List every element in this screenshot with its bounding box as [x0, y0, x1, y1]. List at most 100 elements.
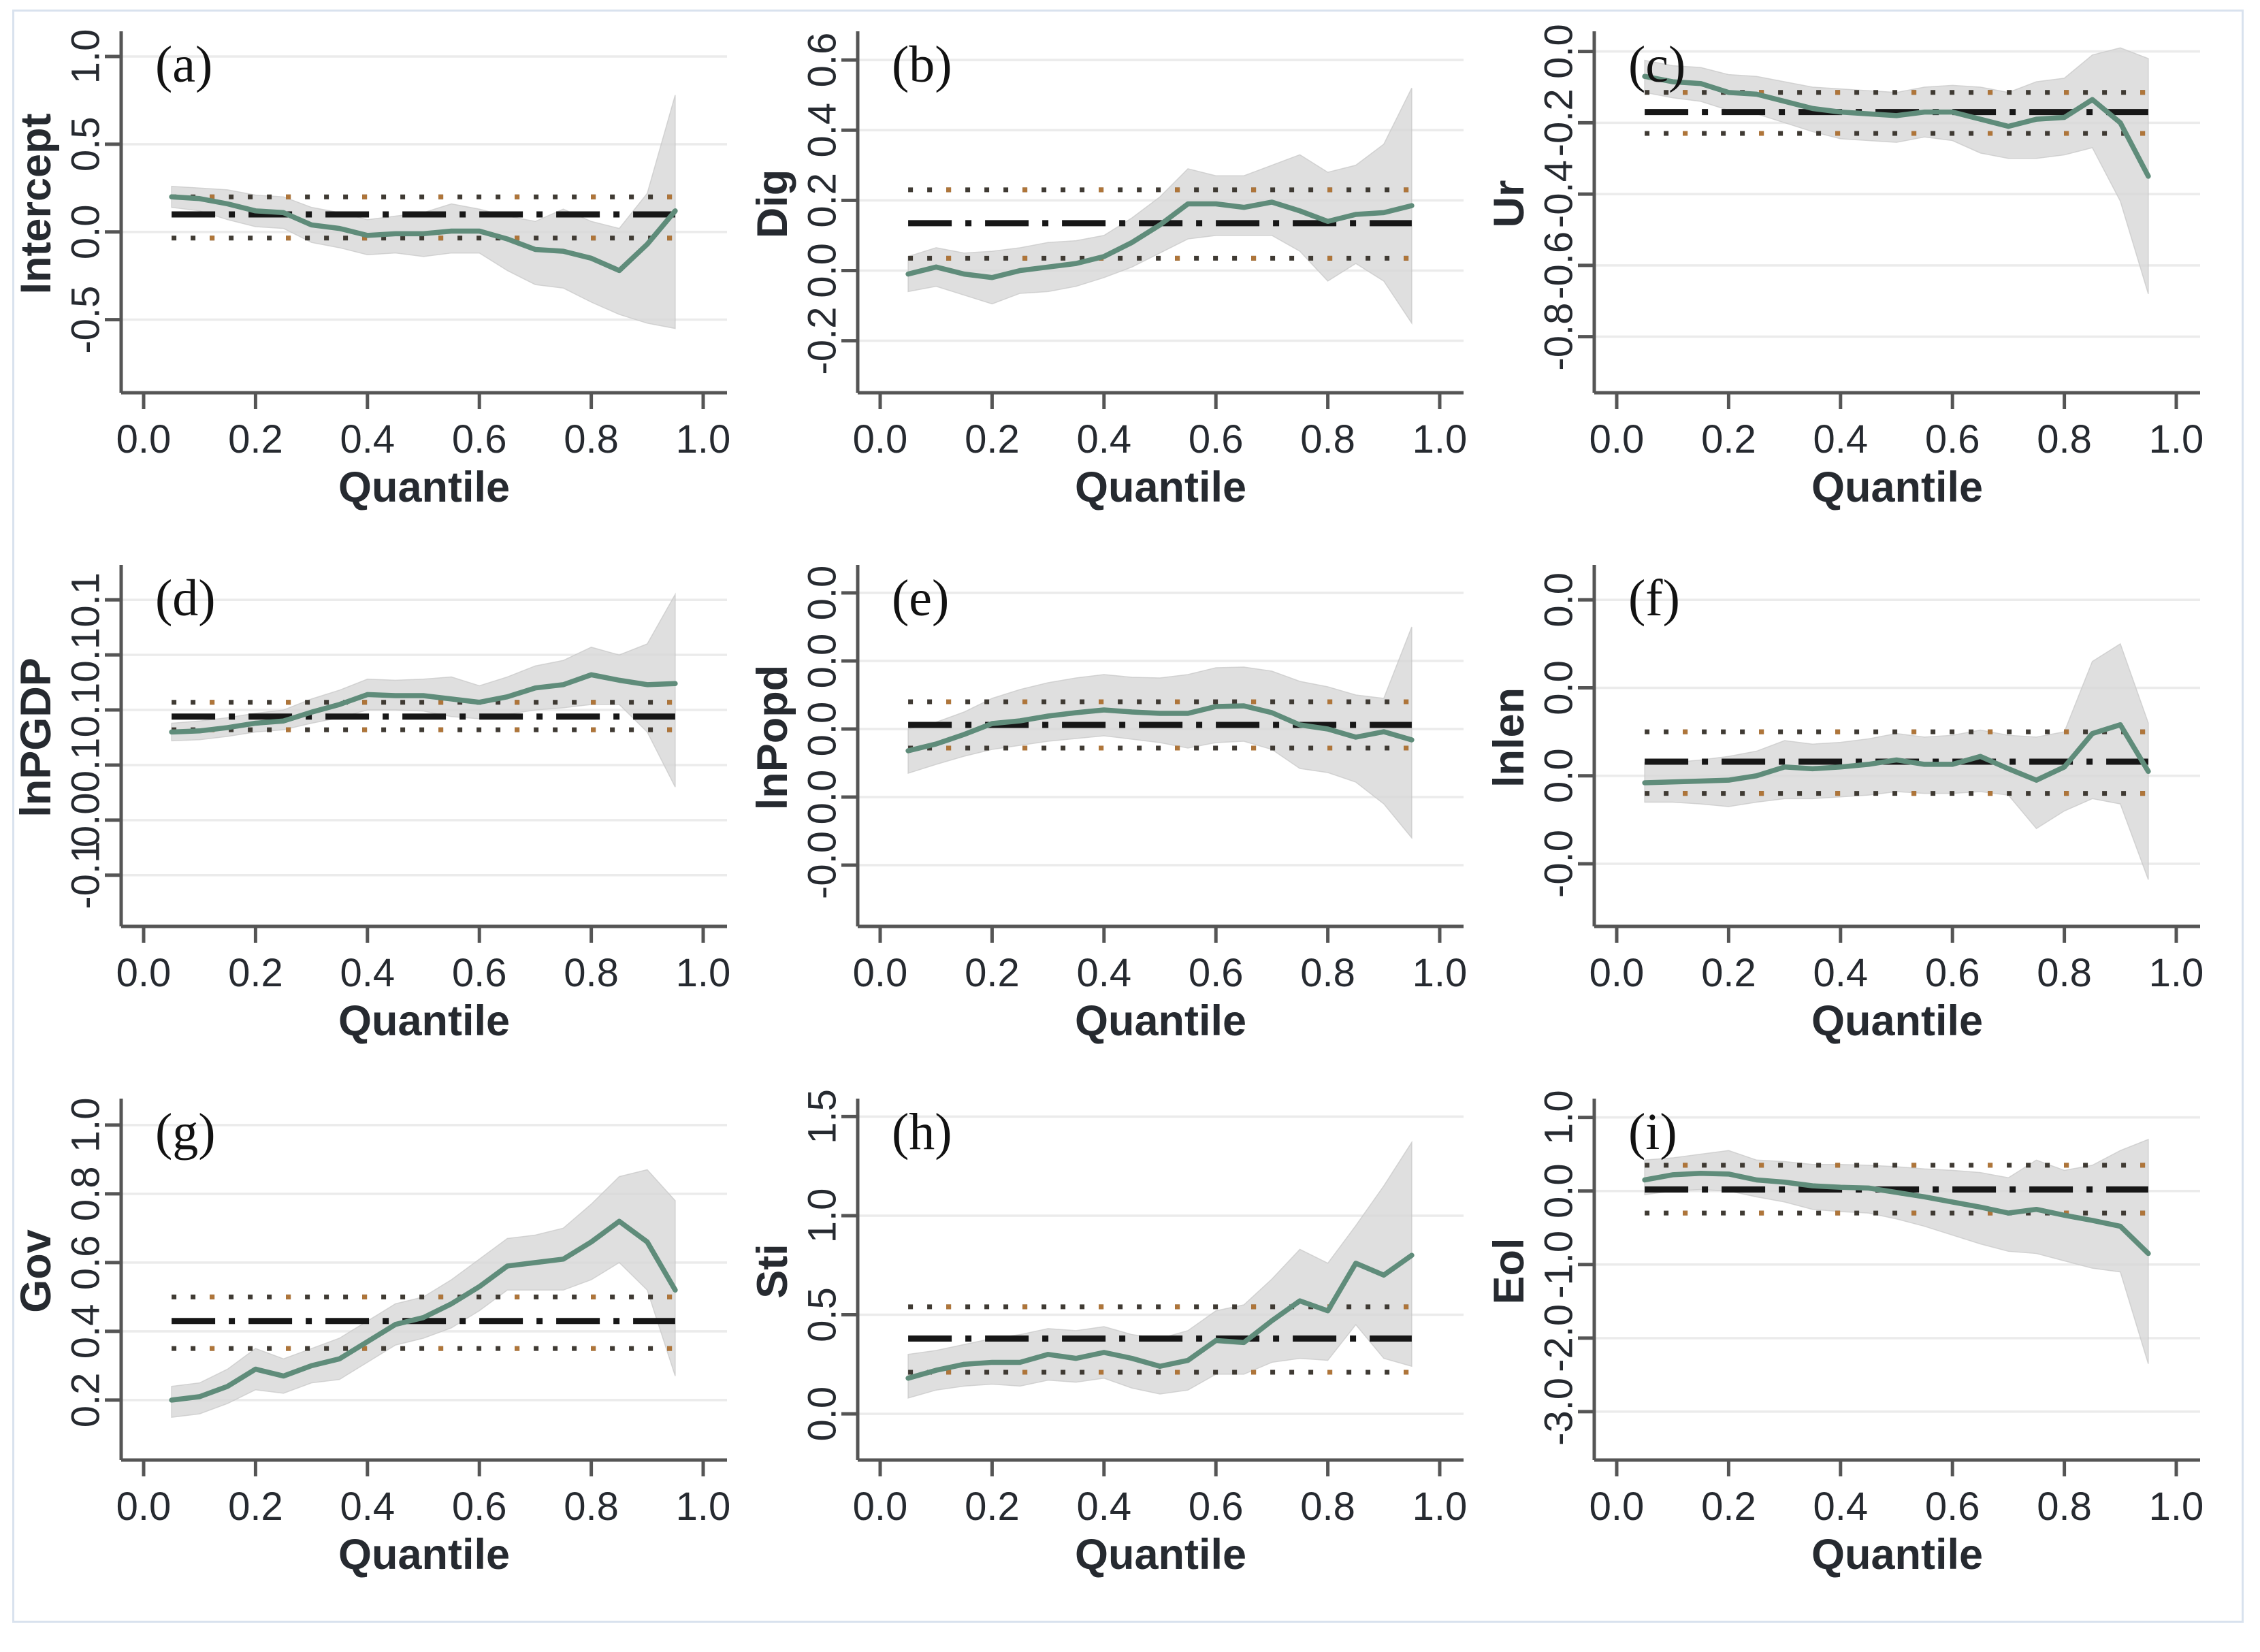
x-tick-label: 0.8	[564, 1485, 619, 1529]
x-tick-label: 1.0	[2149, 417, 2204, 461]
panel-grid: 1.0 0.5 0.0 -0.5 0.0 0.2 0.4 0.6 0.8 1.0 Intercept…	[19, 1, 2229, 1602]
y-tick-label: 0.8	[63, 1167, 108, 1222]
panel-Gov: 1.0 0.8 0.6 0.4 0.2 0.0 0.2 0.4 0.6 0.8 1.0 Gov Quan…	[19, 1098, 731, 1578]
x-tick-label: 0.0	[853, 417, 908, 461]
y-tick-label: -0.6	[1536, 231, 1581, 299]
panel-Dig: 0.60.40.20.0-0.20.0 0.2 0.4 0.6 0.8 1.0DigQua…	[756, 31, 1468, 511]
x-tick-label: 0.2	[228, 1485, 283, 1529]
quantile-estimate-line	[169, 672, 678, 735]
confidence-band	[1644, 47, 2149, 294]
x-axis-title: Quantile	[1811, 997, 1983, 1045]
y-tick-label: 0.1	[63, 572, 108, 628]
y-axis-title: Ur	[1492, 180, 1533, 227]
x-tick-label: 0.4	[340, 951, 395, 995]
x-tick-label: 0.4	[1813, 1485, 1868, 1529]
y-tick-label: -0.1	[63, 841, 108, 909]
y-tick-label: 0.0	[800, 1387, 844, 1442]
x-tick-label: 0.2	[1701, 417, 1756, 461]
x-tick-label: 1.0	[1412, 417, 1468, 461]
y-tick-label: -0.2	[800, 307, 844, 375]
y-tick-label: 0.5	[800, 1287, 844, 1342]
chart-panel-g: 1.0 0.8 0.6 0.4 0.2 0.0 0.2 0.4 0.6 0.8 1.0 Gov Quan…	[19, 1069, 756, 1602]
quantile-estimate-line	[905, 703, 1415, 754]
x-tick-label: 0.2	[1701, 1485, 1756, 1529]
x-axis-title: Quantile	[1075, 997, 1246, 1045]
x-tick-label: 0.2	[965, 417, 1020, 461]
y-tick-label: 0.1	[63, 683, 108, 738]
x-axis-title: Quantile	[1811, 1531, 1983, 1578]
quantile-estimate-line	[1642, 722, 2151, 785]
x-tick-label: 0.0	[1589, 1485, 1645, 1529]
chart-panel-e: 0.0 0.0 0.0 0.0 -0.0 0.0 0.2 0.4 0.6 0.8 1.0 lnPopd…	[756, 535, 1492, 1069]
panel-Ur: 0.0 -0.2-0.4-0.6-0.8 0.0 0.2 0.4 0.6 0.8 1.0 Ur Q…	[1492, 24, 2204, 511]
y-tick-label: 1.0	[63, 29, 108, 84]
x-tick-label: 1.0	[1412, 1485, 1468, 1529]
x-tick-label: 0.8	[1300, 951, 1355, 995]
chart-panel-i: 1.0 0.0 -1.0 -2.0 -3.0 0.0 0.2 0.4 0.6 0.8 1.0 Eol Q…	[1492, 1069, 2229, 1602]
y-tick-label: 0.0	[800, 770, 844, 825]
x-tick-label: 1.0	[676, 417, 731, 461]
y-tick-label: -0.0	[1536, 830, 1581, 898]
y-tick-label: 0.0	[800, 702, 844, 757]
x-tick-label: 0.8	[2037, 951, 2092, 995]
x-tick-label: 0.6	[452, 417, 507, 461]
x-tick-label: 0.0	[853, 1485, 908, 1529]
x-tick-label: 0.0	[116, 951, 172, 995]
y-tick-label: 0.0	[1536, 24, 1581, 79]
panel-label: (e)	[892, 570, 949, 627]
x-tick-label: 1.0	[676, 1485, 731, 1529]
x-tick-label: 0.8	[1300, 1485, 1355, 1529]
y-tick-label: 0.2	[800, 173, 844, 228]
y-tick-label: 0.0	[1536, 748, 1581, 803]
x-tick-label: 0.8	[2037, 1485, 2092, 1529]
x-tick-label: 0.6	[1189, 1485, 1244, 1529]
x-axis-title: Quantile	[1075, 1531, 1246, 1578]
x-tick-label: 0.6	[1189, 951, 1244, 995]
panel-lnlen: 0.0 0.0 0.0 -0.0 0.0 0.2 0.4 0.6 0.8 1.0 lnlen Quan…	[1492, 565, 2204, 1045]
confidence-band	[907, 626, 1412, 840]
y-tick-label: 0.0	[1536, 1163, 1581, 1218]
x-tick-label: 0.2	[965, 951, 1020, 995]
y-axis-title: Gov	[19, 1229, 60, 1313]
y-tick-label: -0.8	[1536, 303, 1581, 371]
y-tick-label: -0.5	[63, 286, 108, 354]
panel-label: (c)	[1628, 36, 1685, 93]
x-tick-label: 0.4	[1076, 1485, 1131, 1529]
x-tick-label: 0.4	[340, 1485, 395, 1529]
chart-panel-c: 0.0 -0.2 -0.4 -0.6 -0.8 0.0 0.2 0.4 0.6 0.8 1.0 Ur Q…	[1492, 1, 2229, 535]
x-tick-label: 1.0	[2149, 951, 2204, 995]
y-tick-label: 0.4	[800, 103, 844, 158]
y-tick-label: 0.2	[63, 1373, 108, 1428]
x-tick-label: 0.0	[116, 417, 172, 461]
y-axis-title: Eol	[1492, 1237, 1533, 1304]
confidence-band	[907, 88, 1412, 325]
x-tick-label: 0.6	[452, 1485, 507, 1529]
x-tick-label: 0.8	[1300, 417, 1355, 461]
y-tick-label: 0.0	[800, 634, 844, 689]
y-tick-label: 1.0	[1536, 1090, 1581, 1145]
x-tick-label: 0.2	[228, 951, 283, 995]
y-tick-label: -0.4	[1536, 160, 1581, 228]
x-tick-label: 0.4	[1076, 417, 1131, 461]
y-axis-title: Intercept	[19, 113, 60, 294]
y-tick-label: 0.5	[63, 117, 108, 172]
confidence-band	[171, 1169, 676, 1419]
x-tick-label: 0.4	[1813, 951, 1868, 995]
x-tick-label: 0.0	[116, 1485, 172, 1529]
x-tick-label: 0.6	[452, 951, 507, 995]
quantile-estimate-line	[1642, 1171, 2151, 1257]
y-axis-title: Dig	[756, 169, 796, 238]
panel-Eol: 1.00.0-1.0-2.0-3.00.0 0.2 0.4 0.6 0.8 1.0EolQ…	[1492, 1090, 2204, 1578]
chart-panel-f: 0.0 0.0 0.0 -0.0 0.0 0.2 0.4 0.6 0.8 1.0 lnlen Quan…	[1492, 535, 2229, 1069]
x-tick-label: 0.6	[1925, 417, 1980, 461]
x-tick-label: 0.4	[340, 417, 395, 461]
chart-panel-b: 0.6 0.4 0.2 0.0 -0.2 0.0 0.2 0.4 0.6 0.8 1.0 Dig Qua…	[756, 1, 1492, 535]
y-tick-label: 0.6	[63, 1235, 108, 1291]
panel-label: (a)	[155, 36, 212, 93]
panel-label: (h)	[892, 1103, 952, 1161]
x-tick-label: 0.6	[1189, 417, 1244, 461]
x-tick-label: 0.8	[564, 951, 619, 995]
x-axis-title: Quantile	[338, 464, 510, 511]
y-tick-label: 0.0	[1536, 572, 1581, 628]
x-tick-label: 1.0	[676, 951, 731, 995]
